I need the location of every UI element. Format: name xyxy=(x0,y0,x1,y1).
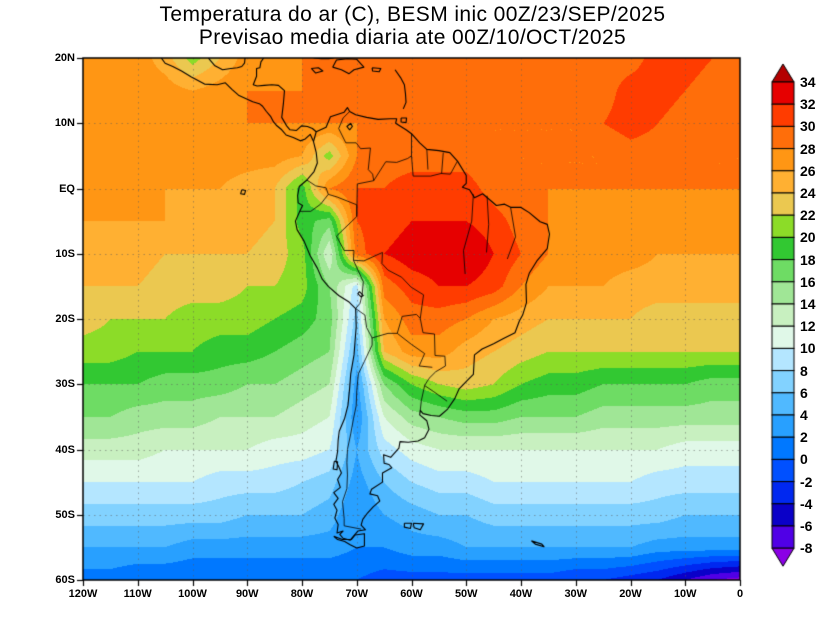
lat-tick-label: EQ xyxy=(59,182,75,195)
colorbar-tick-label: 0 xyxy=(800,451,808,468)
lon-tick-label: 10W xyxy=(673,588,697,600)
colorbar-tick-label: 30 xyxy=(800,118,816,135)
colorbar-tick-label: -8 xyxy=(800,540,813,557)
lon-tick-label: 90W xyxy=(235,588,259,600)
lat-tick-label: 10N xyxy=(54,117,75,130)
lon-tick-label: 40W xyxy=(509,588,533,600)
lon-tick-label: 30W xyxy=(564,588,588,600)
colorbar-tick-label: 16 xyxy=(800,273,816,290)
colorbar-tick-label: 26 xyxy=(800,162,816,179)
colorbar-tick-label: 12 xyxy=(800,318,816,335)
lat-tick-label: 30S xyxy=(55,378,75,391)
lat-tick-label: 10S xyxy=(55,247,75,260)
colorbar-tick-label: 14 xyxy=(800,296,816,312)
colorbar-tick-label: 4 xyxy=(800,407,808,423)
colorbar-tick-label: 10 xyxy=(800,340,816,357)
lon-tick-label: 110W xyxy=(123,588,152,600)
lon-tick-label: 60W xyxy=(400,588,423,600)
lon-tick-label: 70W xyxy=(345,588,369,600)
colorbar-tick-label: -6 xyxy=(800,518,813,534)
lon-tick-label: 20W xyxy=(619,588,642,600)
colorbar-tick-label: 22 xyxy=(800,207,816,224)
colorbar-tick-label: 8 xyxy=(800,362,808,379)
colorbar-tick-label: 6 xyxy=(800,384,808,401)
lat-tick-label: 40S xyxy=(55,443,75,456)
lat-tick-label: 60S xyxy=(55,574,75,586)
colorbar-tick-label: 2 xyxy=(800,429,808,446)
colorbar-tick-label: 18 xyxy=(800,251,816,268)
colorbar-tick-label: 32 xyxy=(800,96,816,113)
colorbar-tick-label: -4 xyxy=(800,495,813,512)
lat-tick-label: 20S xyxy=(55,313,75,325)
lon-tick-label: 50W xyxy=(454,588,478,600)
lat-tick-label: 20N xyxy=(54,52,75,64)
colorbar-tick-label: 24 xyxy=(800,185,816,201)
lon-tick-label: 0 xyxy=(736,588,744,600)
lat-tick-label: 50S xyxy=(55,508,75,521)
colorbar-tick-label: 28 xyxy=(800,140,816,157)
lon-tick-label: 100W xyxy=(178,588,207,600)
lon-tick-label: 80W xyxy=(290,588,314,600)
colorbar-tick-label: 34 xyxy=(800,74,816,90)
colorbar-tick-label: -2 xyxy=(800,473,813,490)
colorbar-tick-label: 20 xyxy=(800,229,816,246)
lon-tick-label: 120W xyxy=(68,588,98,600)
